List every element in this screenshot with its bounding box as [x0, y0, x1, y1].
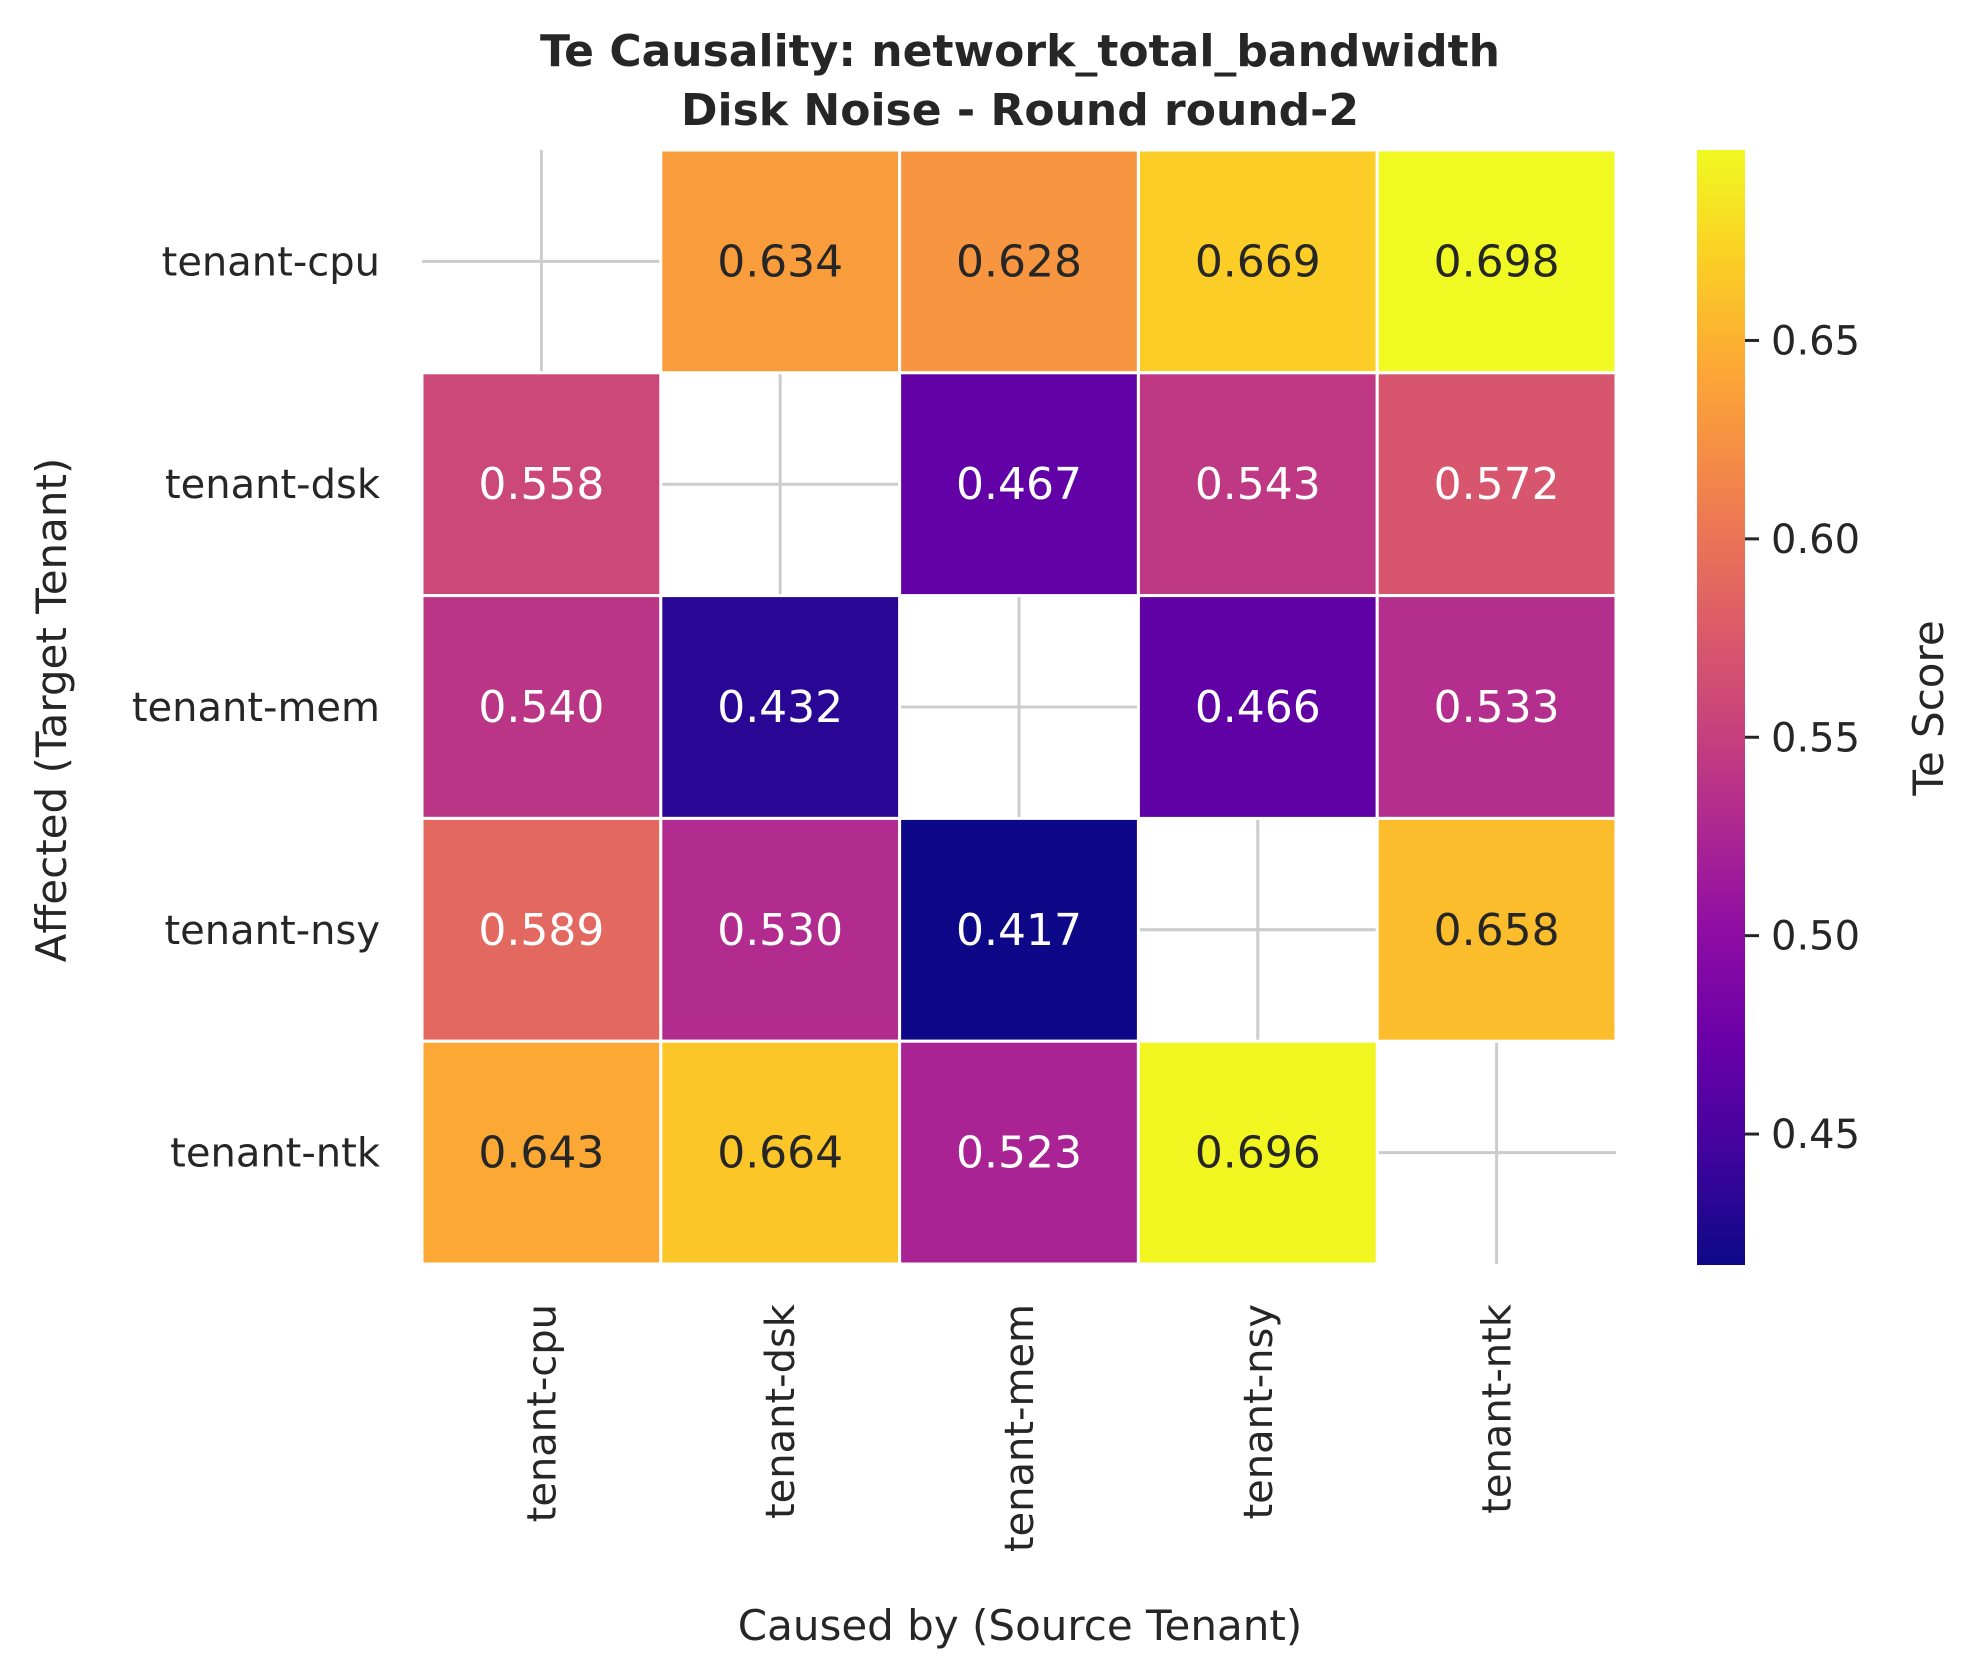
y-tick-label: tenant-ntk — [170, 1131, 381, 1177]
chart-title-line2: Disk Noise - Round round-2 — [681, 85, 1359, 136]
cell-value-label: 0.417 — [956, 905, 1082, 956]
chart-title-line1: Te Causality: network_total_bandwidth — [540, 26, 1500, 77]
heatmap-cell — [420, 594, 663, 820]
heatmap-cell — [659, 1039, 902, 1266]
x-tick-labels: tenant-cpu tenant-dsk tenant-mem tenant-nsy… — [519, 1303, 1520, 1552]
cell-value-label: 0.572 — [1434, 459, 1560, 510]
cell-value-label: 0.658 — [1434, 905, 1560, 956]
y-tick-labels: tenant-cpu tenant-dsk tenant-mem tenant-nsy… — [132, 239, 381, 1176]
cell-value-label: 0.523 — [956, 1128, 1082, 1179]
heatmap-cell — [1375, 148, 1618, 375]
heatmap-cell — [898, 816, 1140, 1043]
cell-value-label: 0.533 — [1434, 682, 1560, 733]
y-axis-label: Affected (Target Tenant) — [27, 458, 76, 963]
colorbar-tick-label: 0.65 — [1771, 318, 1860, 364]
heatmap-cell — [1136, 1039, 1379, 1266]
cell-value-label: 0.664 — [717, 1128, 843, 1179]
colorbar-tick-label: 0.45 — [1771, 1112, 1860, 1158]
heatmap-cell — [898, 371, 1140, 598]
heatmap-cell — [659, 594, 902, 820]
heatmap-cell — [420, 1039, 663, 1266]
cell-value-label: 0.669 — [1195, 236, 1321, 287]
colorbar-ticks: 0.45 0.50 0.55 0.60 0.65 — [1745, 318, 1860, 1158]
colorbar — [1697, 150, 1745, 1265]
heatmap-cell — [420, 371, 663, 598]
colorbar-tick-label: 0.60 — [1771, 517, 1860, 563]
y-tick-label: tenant-dsk — [165, 462, 381, 508]
heatmap-cell — [898, 148, 1140, 375]
y-tick-label: tenant-nsy — [165, 908, 381, 954]
cell-value-label: 0.467 — [956, 459, 1082, 510]
x-tick-label: tenant-cpu — [519, 1304, 565, 1522]
cell-value-label: 0.540 — [478, 682, 604, 733]
y-tick-label: tenant-cpu — [162, 239, 380, 285]
heatmap-cell — [1375, 371, 1618, 598]
cell-value-label: 0.634 — [717, 236, 843, 287]
cell-value-label: 0.643 — [478, 1128, 604, 1179]
colorbar-label: Te Score — [1904, 620, 1953, 796]
cell-value-label: 0.558 — [478, 459, 604, 510]
cell-value-label: 0.466 — [1195, 682, 1321, 733]
cell-value-label: 0.696 — [1195, 1128, 1321, 1179]
x-axis-label: Caused by (Source Tenant) — [738, 1601, 1302, 1650]
colorbar-tick-label: 0.55 — [1771, 715, 1860, 761]
cell-value-label: 0.589 — [478, 905, 604, 956]
heatmap-cell — [420, 816, 663, 1043]
cell-value-label: 0.628 — [956, 236, 1082, 287]
cell-value-label: 0.543 — [1195, 459, 1321, 510]
x-tick-label: tenant-dsk — [758, 1303, 804, 1519]
x-tick-label: tenant-ntk — [1475, 1303, 1521, 1514]
heatmap-cell — [1375, 816, 1618, 1043]
cells-layer: 0.634 0.628 0.669 0.698 0.558 0.467 0.543 0.572… — [420, 148, 1618, 1266]
heatmap-cell — [898, 1039, 1140, 1266]
x-tick-label: tenant-mem — [997, 1304, 1043, 1552]
cell-value-label: 0.698 — [1434, 236, 1560, 287]
colorbar-tick-label: 0.50 — [1771, 914, 1860, 960]
cell-value-label: 0.530 — [717, 905, 843, 956]
heatmap-cell — [1136, 594, 1379, 820]
cell-value-label: 0.432 — [717, 682, 843, 733]
heatmap-cell — [1136, 371, 1379, 598]
x-tick-label: tenant-nsy — [1236, 1304, 1282, 1520]
y-tick-label: tenant-mem — [132, 685, 380, 731]
